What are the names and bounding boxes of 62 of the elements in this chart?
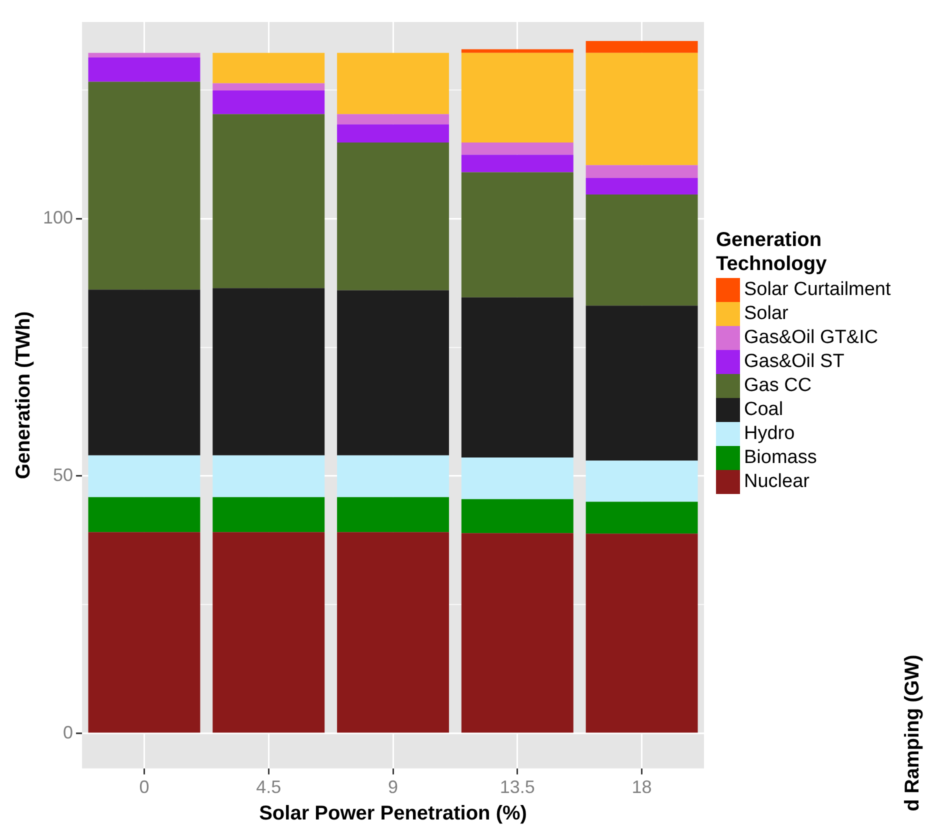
text: d Ramping (GW) [902,654,924,812]
legend-label: Coal [744,399,784,421]
bar [461,154,574,172]
y-tick-label: 0 [63,722,74,742]
x-tick-label: 13.5 [500,777,535,798]
bar [461,52,574,142]
legend-label: Biomass [744,447,817,469]
bar [461,172,574,298]
bar [586,194,698,306]
bar [586,460,698,502]
legend-label: Hydro [744,423,795,445]
bar [586,41,698,53]
bar [461,49,574,53]
bar [212,455,325,498]
bar [337,52,449,114]
bar [337,455,449,498]
legend-title: Generation Technology [716,228,828,276]
x-axis-title: Solar Power Penetration (%) [259,802,527,825]
bar [212,288,325,456]
bar [212,114,325,288]
x-tick-label: 18 [632,777,652,798]
bar [586,502,698,534]
y-tick-label: 50 [53,464,74,485]
bar [212,83,325,90]
bar [337,290,449,456]
legend-label: Solar Curtailment [744,279,891,301]
bar [461,533,574,733]
bar [88,290,200,456]
x-tick-label: 9 [388,777,398,798]
bar [586,178,698,194]
bar [586,534,698,733]
bar [212,90,325,114]
x-tick-label: 4.5 [256,777,282,798]
bar [337,124,449,142]
bar [212,532,325,733]
bar [88,52,200,58]
bar [461,142,574,155]
bar [88,58,200,82]
legend-label: Gas&Oil GT&IC [744,327,878,349]
legend-label: Gas CC [744,375,812,397]
bar [586,52,698,166]
bar [337,497,449,532]
bar [212,497,325,532]
bar [461,499,574,534]
legend-label: Nuclear [744,471,810,493]
bar [88,532,200,733]
bar [88,455,200,498]
bar [586,165,698,178]
bar [337,532,449,733]
bar [461,457,574,500]
bar [88,82,200,290]
bar [461,297,574,458]
bar [88,497,200,532]
bar [337,114,449,124]
x-tick-label: 0 [139,777,150,798]
bar [586,306,698,461]
legend-label: Gas&Oil ST [744,351,844,373]
bar [212,52,325,84]
y-tick-label: 100 [42,208,74,228]
y-axis-title: Generation (TWh) [12,311,35,480]
bar [337,142,449,290]
legend-label: Solar [744,303,788,325]
